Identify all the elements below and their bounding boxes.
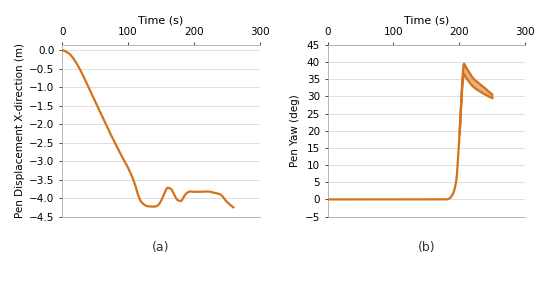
Text: (b): (b) — [417, 241, 435, 254]
Text: (a): (a) — [152, 241, 170, 254]
X-axis label: Time (s): Time (s) — [139, 15, 184, 25]
Y-axis label: Pen Yaw (deg): Pen Yaw (deg) — [290, 94, 300, 167]
Y-axis label: Pen Displacement X-direction (m): Pen Displacement X-direction (m) — [15, 43, 25, 218]
X-axis label: Time (s): Time (s) — [404, 15, 449, 25]
